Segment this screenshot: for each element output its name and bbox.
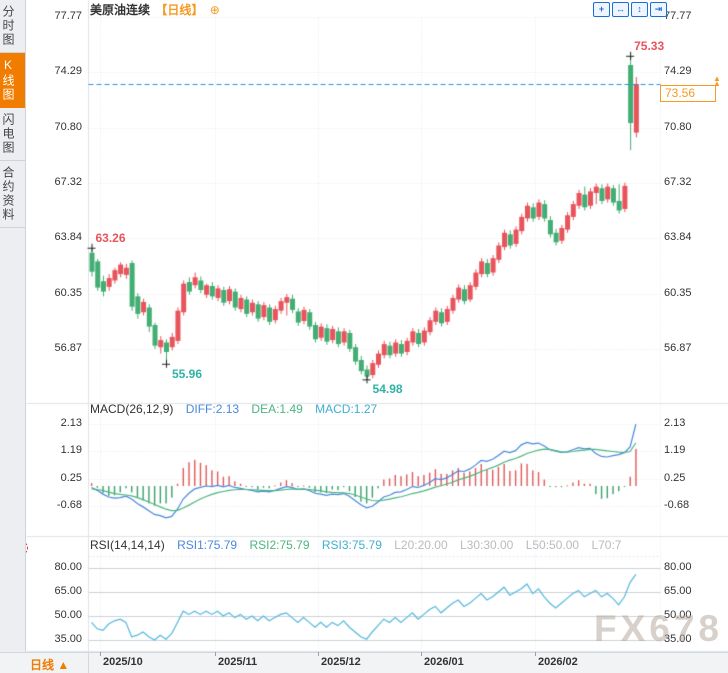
- rsi-l20: L20:20.00: [394, 538, 448, 552]
- rsi-l30: L30:30.00: [459, 538, 514, 552]
- x-axis-label: 2026/02: [538, 656, 578, 668]
- rsi-header: RSI(14,14,14) RSI1:75.79 RSI2:75.79 RSI3…: [90, 538, 658, 552]
- price-annotation: 55.96: [171, 366, 203, 381]
- main-y-label-left: 77.77: [54, 10, 82, 22]
- main-y-label-left: 63.84: [54, 231, 82, 243]
- candlestick-chart-canvas[interactable]: [0, 0, 728, 652]
- x-axis-label: 2025/11: [218, 656, 258, 668]
- price-annotation: 63.26: [95, 230, 126, 245]
- macd-y-label-left: 2.13: [60, 417, 82, 429]
- x-axis-tick: [215, 652, 216, 656]
- macd-dea-value: DEA:1.49: [251, 402, 303, 416]
- macd-hist-value: MACD:1.27: [315, 402, 378, 416]
- x-axis-label: 2025/10: [103, 656, 143, 668]
- main-y-label-right: 74.29: [664, 65, 692, 77]
- main-y-label-right: 56.87: [664, 342, 692, 354]
- period-selector-button[interactable]: 日线 ▲: [30, 658, 70, 672]
- macd-y-label-right: 2.13: [664, 417, 686, 429]
- main-y-label-right: 63.84: [664, 231, 692, 243]
- sidebar-tab-1[interactable]: K线图: [0, 53, 25, 108]
- macd-y-label-left: 1.19: [60, 444, 82, 456]
- sidebar-tab-0[interactable]: 分时图: [0, 0, 25, 53]
- watermark: FX678: [594, 608, 724, 649]
- macd-name: MACD(26,12,9): [90, 402, 174, 416]
- chart-title: 美原油连续 【日线】 ⊕: [90, 1, 220, 17]
- x-axis-tick: [535, 652, 536, 656]
- rsi-y-label-right: 35.00: [664, 633, 692, 645]
- macd-diff-value: DIFF:2.13: [185, 402, 240, 416]
- rsi3-value: RSI3:75.79: [321, 538, 382, 552]
- main-y-label-right: 77.77: [664, 10, 692, 22]
- rsi-l70: L70:7: [591, 538, 622, 552]
- main-y-label-left: 74.29: [54, 65, 82, 77]
- rsi-y-label-left: 50.00: [54, 609, 82, 621]
- bottom-bar: [0, 652, 728, 673]
- sidebar-tab-2[interactable]: 闪电图: [0, 108, 25, 161]
- add-indicator-icon[interactable]: ⊕: [209, 3, 220, 17]
- sidebar-tab-3[interactable]: 合约资料: [0, 161, 25, 228]
- rsi2-value: RSI2:75.79: [249, 538, 310, 552]
- macd-y-label-right: 1.19: [664, 444, 686, 456]
- last-price-tag: 73.56: [660, 85, 716, 102]
- rsi-y-label-left: 35.00: [54, 633, 82, 645]
- main-y-label-left: 67.32: [54, 176, 82, 188]
- rsi-y-label-right: 65.00: [664, 585, 692, 597]
- main-y-label-right: 67.32: [664, 176, 692, 188]
- zoom-y-icon[interactable]: ↕: [631, 2, 648, 17]
- rsi-y-label-right: 50.00: [664, 609, 692, 621]
- macd-y-label-right: -0.68: [664, 499, 690, 511]
- zoom-x-icon[interactable]: ↔: [612, 2, 629, 17]
- macd-y-label-right: 0.25: [664, 472, 686, 484]
- rsi-y-label-left: 80.00: [54, 561, 82, 573]
- macd-header: MACD(26,12,9) DIFF:2.13 DEA:1.49 MACD:1.…: [90, 402, 658, 416]
- main-y-label-right: 70.80: [664, 121, 692, 133]
- main-y-label-left: 60.35: [54, 287, 82, 299]
- macd-y-label-left: -0.68: [56, 499, 82, 511]
- rsi-y-label-right: 80.00: [664, 561, 692, 573]
- price-annotation: 75.33: [634, 38, 665, 53]
- bottom-bar-divider: [88, 652, 89, 673]
- main-y-label-left: 70.80: [54, 121, 82, 133]
- rsi1-value: RSI1:75.79: [177, 538, 238, 552]
- x-axis-label: 2025/12: [321, 656, 361, 668]
- chart-type-sidebar: 分时图 K线图 闪电图 合约资料: [0, 0, 26, 652]
- pan-icon[interactable]: +: [593, 2, 610, 17]
- x-axis-tick: [318, 652, 319, 656]
- chart-toolbar: + ↔ ↕ ⇥: [593, 2, 667, 17]
- x-axis-tick: [421, 652, 422, 656]
- main-y-label-right: 60.35: [664, 287, 692, 299]
- rsi-l50: L50:50.00: [525, 538, 580, 552]
- rsi-y-label-left: 65.00: [54, 585, 82, 597]
- price-annotation: 54.98: [372, 382, 403, 397]
- price-up-arrows-icon: ▲ ▲: [713, 74, 721, 88]
- period-tag: 【日线】: [155, 3, 204, 17]
- macd-y-label-left: 0.25: [60, 472, 82, 484]
- rsi-name: RSI(14,14,14): [90, 538, 165, 552]
- symbol-name: 美原油连续: [90, 3, 151, 17]
- main-y-label-left: 56.87: [54, 342, 82, 354]
- x-axis-tick: [100, 652, 101, 656]
- collapse-panel-icon[interactable]: ⇥: [650, 2, 667, 17]
- x-axis-label: 2026/01: [424, 656, 464, 668]
